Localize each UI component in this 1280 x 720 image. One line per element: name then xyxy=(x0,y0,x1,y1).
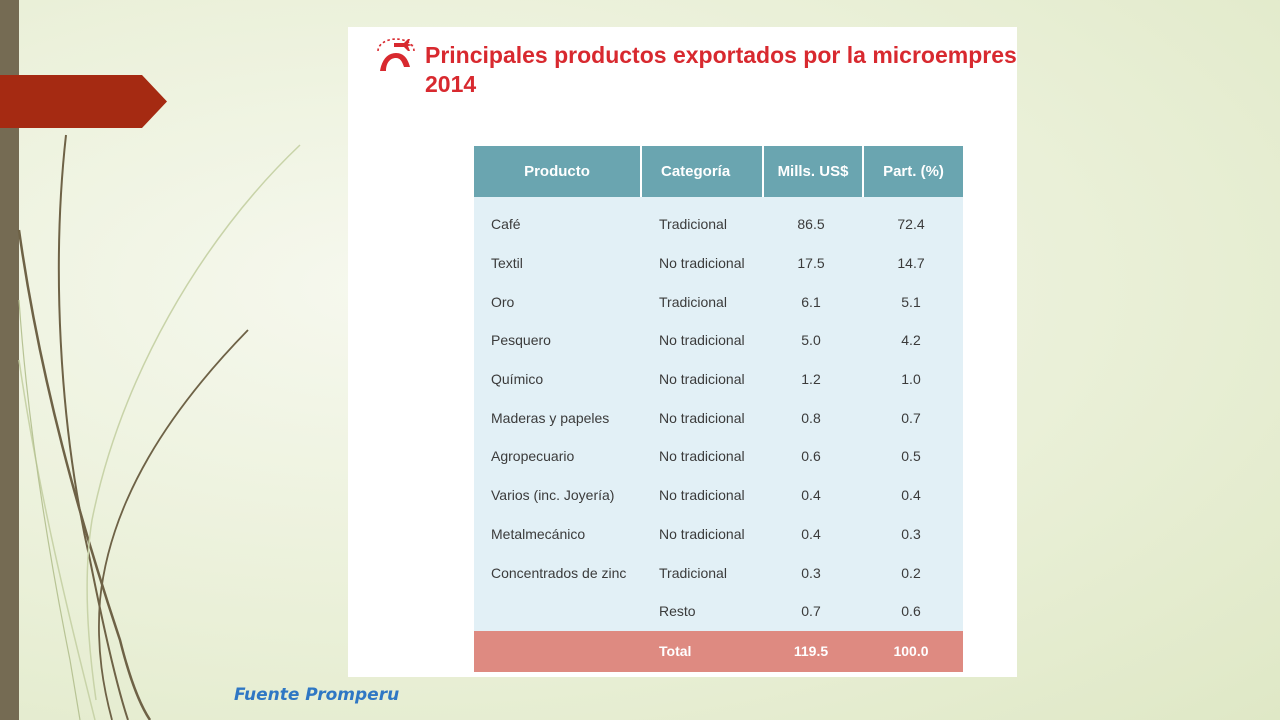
table-header-row: Producto Categoría Mills. US$ Part. (%) xyxy=(474,146,963,197)
table-top-spacer xyxy=(474,197,963,205)
cell-producto: Textil xyxy=(474,243,641,283)
cell-producto: Oro xyxy=(474,282,641,322)
cell-mills: 0.8 xyxy=(763,398,863,438)
total-label: Total xyxy=(641,630,763,672)
cell-categoria: No tradicional xyxy=(641,475,763,515)
cell-categoria: No tradicional xyxy=(641,243,763,283)
cell-producto: Químico xyxy=(474,359,641,399)
cell-mills: 0.3 xyxy=(763,553,863,592)
table-row: Resto 0.7 0.6 xyxy=(474,591,963,631)
cell-part: 0.4 xyxy=(863,475,963,515)
cell-categoria: No tradicional xyxy=(641,321,763,360)
left-decor-bar xyxy=(0,0,19,720)
cell-categoria: Tradicional xyxy=(641,282,763,322)
cell-producto: Maderas y papeles xyxy=(474,398,641,438)
table-row: Concentrados de zinc Tradicional 0.3 0.2 xyxy=(474,553,963,592)
cell-part: 0.2 xyxy=(863,553,963,592)
table-row: Textil No tradicional 17.5 14.7 xyxy=(474,243,963,283)
cell-mills: 0.7 xyxy=(763,591,863,631)
cell-categoria: Tradicional xyxy=(641,553,763,592)
cell-part: 0.7 xyxy=(863,398,963,438)
title-line-1: Principales productos exportados por la … xyxy=(425,42,1017,68)
table-row: Varios (inc. Joyería) No tradicional 0.4… xyxy=(474,475,963,515)
table-row: Pesquero No tradicional 5.0 4.2 xyxy=(474,321,963,360)
total-mills: 119.5 xyxy=(763,630,863,672)
cell-producto: Café xyxy=(474,205,641,244)
cell-part: 1.0 xyxy=(863,359,963,399)
cell-producto: Agropecuario xyxy=(474,437,641,476)
cell-mills: 0.4 xyxy=(763,514,863,554)
cell-mills: 86.5 xyxy=(763,205,863,244)
cell-mills: 5.0 xyxy=(763,321,863,360)
table-title: Principales productos exportados por la … xyxy=(425,41,1017,99)
title-line-2: 2014 xyxy=(425,71,477,97)
table-row: Metalmecánico No tradicional 0.4 0.3 xyxy=(474,514,963,554)
table-row: Maderas y papeles No tradicional 0.8 0.7 xyxy=(474,398,963,438)
cell-categoria: No tradicional xyxy=(641,514,763,554)
cell-producto xyxy=(474,591,641,631)
header-mills-usd: Mills. US$ xyxy=(762,146,863,197)
exports-table: Producto Categoría Mills. US$ Part. (%) … xyxy=(474,146,963,672)
table-image-card: Principales productos exportados por la … xyxy=(348,27,1017,677)
source-caption: Fuente Promperu xyxy=(234,685,400,705)
cell-producto: Concentrados de zinc xyxy=(474,553,641,592)
cell-categoria: Resto xyxy=(641,591,763,631)
total-producto xyxy=(474,630,641,672)
cell-mills: 1.2 xyxy=(763,359,863,399)
cell-part: 0.5 xyxy=(863,437,963,476)
grass-decoration xyxy=(17,134,301,720)
header-producto: Producto xyxy=(474,146,641,197)
cell-part: 72.4 xyxy=(863,205,963,244)
table-row: Oro Tradicional 6.1 5.1 xyxy=(474,282,963,322)
cell-producto: Metalmecánico xyxy=(474,514,641,554)
cell-part: 0.3 xyxy=(863,514,963,554)
table-total-row: Total 119.5 100.0 xyxy=(474,630,963,672)
accent-arrow-tab xyxy=(0,75,167,128)
cell-mills: 0.4 xyxy=(763,475,863,515)
cell-part: 14.7 xyxy=(863,243,963,283)
cell-producto: Pesquero xyxy=(474,321,641,360)
table-row: Café Tradicional 86.5 72.4 xyxy=(474,205,963,244)
cell-mills: 17.5 xyxy=(763,243,863,283)
cell-mills: 6.1 xyxy=(763,282,863,322)
cell-categoria: No tradicional xyxy=(641,398,763,438)
cell-part: 0.6 xyxy=(863,591,963,631)
cell-part: 5.1 xyxy=(863,282,963,322)
header-categoria: Categoría xyxy=(640,146,763,197)
cell-categoria: No tradicional xyxy=(641,437,763,476)
table-row: Químico No tradicional 1.2 1.0 xyxy=(474,359,963,399)
cell-part: 4.2 xyxy=(863,321,963,360)
cell-mills: 0.6 xyxy=(763,437,863,476)
cell-categoria: Tradicional xyxy=(641,205,763,244)
header-participacion: Part. (%) xyxy=(862,146,963,197)
cell-producto: Varios (inc. Joyería) xyxy=(474,475,641,515)
cell-categoria: No tradicional xyxy=(641,359,763,399)
total-part: 100.0 xyxy=(863,630,963,672)
table-row: Agropecuario No tradicional 0.6 0.5 xyxy=(474,437,963,476)
airplane-export-icon xyxy=(377,38,415,71)
